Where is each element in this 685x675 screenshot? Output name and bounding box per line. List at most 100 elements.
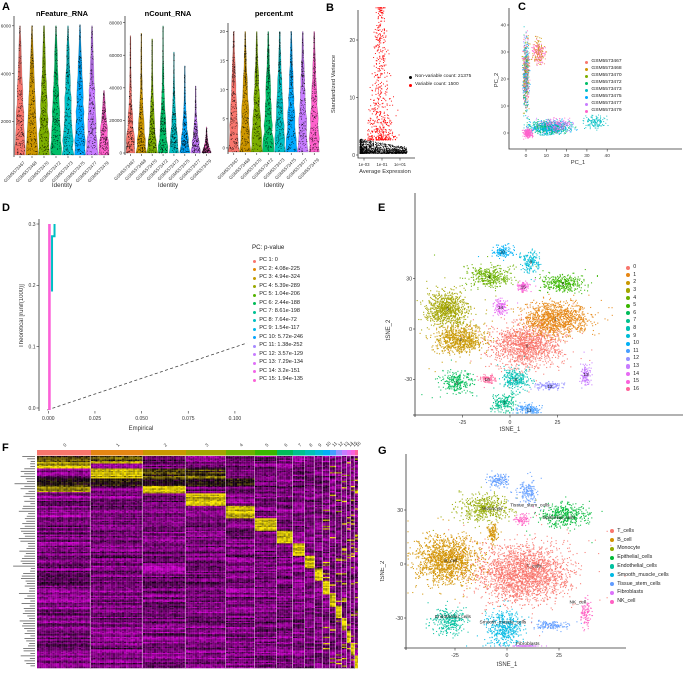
legend-label: GSM5573468	[591, 66, 622, 72]
violin-title-ncount: nCount_RNA	[144, 9, 192, 18]
legend-label: PC 5: 1.04e-206	[259, 291, 300, 298]
legend-item: PC 2: 4.08e-225	[253, 266, 303, 275]
legend-label: PC 14: 3.2e-151	[259, 367, 300, 374]
panel-a-canvas	[0, 0, 322, 200]
panel-b-legend: Non-variable count: 21375 Variable count:…	[409, 73, 471, 89]
panel-b-label: B	[326, 2, 334, 14]
legend-item: PC 8: 7.64e-72	[253, 317, 303, 326]
legend-label: PC 8: 7.64e-72	[259, 316, 297, 323]
legend-item: B_cell	[610, 536, 669, 545]
legend-item: PC 1: 0	[253, 257, 303, 266]
legend-item: PC 12: 3.57e-129	[253, 351, 303, 360]
legend-dot	[626, 349, 631, 354]
legend-dot	[610, 582, 615, 587]
panel-e-legend: 0 1 2 3 4 5 6 7 8 9 10 11 12 13 14 15 16	[626, 264, 639, 393]
legend-item: Smooth_muscle_cells	[610, 571, 669, 580]
legend-label: 14	[633, 370, 639, 377]
y-axis-title-theoretical: Theoretical [runif(1000)]	[19, 284, 25, 348]
legend-dot	[626, 326, 631, 331]
legend-dot	[253, 344, 257, 348]
legend-dot	[253, 370, 257, 374]
legend-dot	[253, 310, 257, 314]
y-axis-title-standardized-variance: Standardized Variance	[331, 54, 337, 114]
legend-label: PC 2: 4.08e-225	[259, 265, 300, 272]
panel-c-legend: GSM5573467 GSM5573468 GSM5573470 GSM5573472…	[585, 59, 622, 115]
legend-dot	[585, 67, 589, 72]
legend-item: 1	[626, 272, 639, 280]
legend-label: 2	[633, 279, 637, 286]
legend-item: GSM5573473	[585, 87, 622, 94]
legend-dot	[253, 336, 257, 340]
legend-label: GSM5573473	[591, 87, 622, 93]
x-axis-title-tsne1-g: tSNE_1	[496, 662, 518, 668]
legend-item: PC 15: 1.94e-135	[253, 376, 303, 385]
legend-item: Endothelial_cells	[610, 562, 669, 571]
legend-label: Epithelial_cells	[617, 554, 653, 561]
legend-label: 3	[633, 286, 637, 293]
legend-item: 0	[626, 264, 639, 272]
legend-item: GSM5573468	[585, 66, 622, 73]
x-axis-title-identity-3: Identity	[263, 182, 285, 189]
x-axis-title-identity-2: Identity	[157, 182, 179, 189]
legend-item: 6	[626, 310, 639, 318]
legend-label: 1	[633, 271, 637, 278]
legend-dot	[626, 273, 631, 278]
legend-item: Variable count: 1500	[409, 81, 471, 89]
legend-item: 12	[626, 355, 639, 363]
panel-f-canvas	[2, 436, 370, 675]
legend-label: 8	[633, 324, 637, 331]
legend-item: 9	[626, 332, 639, 340]
panel-a-label: A	[2, 1, 10, 13]
legend-label: 16	[633, 385, 639, 392]
legend-label: Variable count: 1500	[415, 81, 459, 87]
legend-item: Non-variable count: 21375	[409, 73, 471, 81]
legend-label: 6	[633, 309, 637, 316]
legend-item: PC 5: 1.04e-206	[253, 291, 303, 300]
legend-item: 2	[626, 279, 639, 287]
legend-label: 4	[633, 294, 637, 301]
legend-dot	[626, 334, 631, 339]
legend-item: 16	[626, 386, 639, 394]
x-axis-title-empirical: Empirical	[128, 426, 154, 432]
legend-label: Endothelial_cells	[617, 562, 657, 569]
legend-label: PC 15: 1.94e-135	[259, 376, 304, 383]
legend-label: 15	[633, 378, 639, 385]
legend-label: PC 6: 2.44e-188	[259, 299, 300, 306]
jackstraw-legend-title: PC: p-value	[252, 244, 285, 251]
legend-item: PC 14: 3.2e-151	[253, 368, 303, 377]
legend-dot	[585, 109, 589, 114]
legend-dot	[626, 341, 631, 346]
legend-label: PC 9: 1.54e-117	[259, 325, 300, 332]
legend-label: Tissue_stem_cells	[617, 580, 661, 587]
legend-label: PC 13: 7.29e-134	[259, 359, 304, 366]
legend-item: GSM5573475	[585, 94, 622, 101]
legend-label: 7	[633, 317, 637, 324]
legend-item: Tissue_stem_cells	[610, 580, 669, 589]
y-axis-title-pc2: PC_2	[494, 72, 500, 88]
legend-item: 10	[626, 340, 639, 348]
legend-label: PC 4: 5.39e-289	[259, 282, 300, 289]
y-axis-title-tsne2-e: tSNE_2	[386, 319, 392, 341]
legend-dot	[253, 353, 257, 357]
legend-dot	[626, 288, 631, 293]
legend-item: PC 3: 4.94e-324	[253, 274, 303, 283]
legend-label: Smooth_muscle_cells	[617, 571, 669, 578]
legend-dot	[253, 268, 257, 272]
x-axis-title-identity-1: Identity	[51, 182, 73, 189]
legend-dot	[585, 74, 589, 79]
legend-dot	[610, 573, 615, 578]
legend-label: 0	[633, 264, 637, 271]
legend-label: PC 11: 1.38e-252	[259, 342, 303, 349]
legend-dot	[409, 75, 412, 79]
legend-label: GSM5573467	[591, 59, 622, 65]
legend-label: PC 7: 8.61e-198	[259, 308, 300, 315]
legend-item: 15	[626, 378, 639, 386]
legend-dot	[253, 259, 257, 263]
legend-item: Fibroblasts	[610, 589, 669, 598]
panel-g-legend: T_cells B_cell Monocyte Epithelial_cells End…	[610, 527, 669, 606]
legend-item: PC 9: 1.54e-117	[253, 325, 303, 334]
legend-dot	[610, 529, 615, 534]
legend-dot	[253, 276, 257, 280]
legend-item: 8	[626, 325, 639, 333]
legend-label: GSM5573475	[591, 94, 622, 100]
